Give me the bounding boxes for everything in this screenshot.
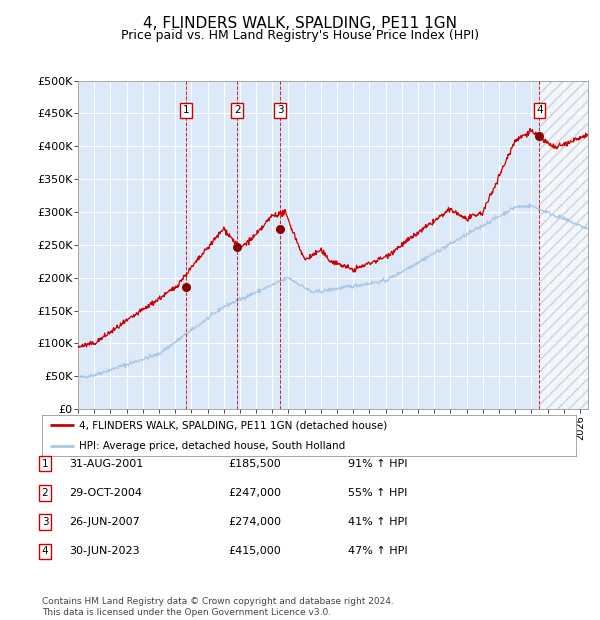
Text: 26-JUN-2007: 26-JUN-2007 xyxy=(69,517,140,527)
Text: £247,000: £247,000 xyxy=(228,488,281,498)
Text: 4: 4 xyxy=(41,546,49,556)
Text: 30-JUN-2023: 30-JUN-2023 xyxy=(69,546,140,556)
Text: 91% ↑ HPI: 91% ↑ HPI xyxy=(348,459,407,469)
Text: 3: 3 xyxy=(41,517,49,527)
Text: 29-OCT-2004: 29-OCT-2004 xyxy=(69,488,142,498)
Text: £185,500: £185,500 xyxy=(228,459,281,469)
Text: 2: 2 xyxy=(234,105,241,115)
Text: Price paid vs. HM Land Registry's House Price Index (HPI): Price paid vs. HM Land Registry's House … xyxy=(121,29,479,42)
Text: 4: 4 xyxy=(536,105,543,115)
Text: HPI: Average price, detached house, South Holland: HPI: Average price, detached house, Sout… xyxy=(79,441,346,451)
Text: 3: 3 xyxy=(277,105,284,115)
Text: 4, FLINDERS WALK, SPALDING, PE11 1GN: 4, FLINDERS WALK, SPALDING, PE11 1GN xyxy=(143,16,457,30)
Text: 41% ↑ HPI: 41% ↑ HPI xyxy=(348,517,407,527)
Text: 1: 1 xyxy=(41,459,49,469)
Text: 55% ↑ HPI: 55% ↑ HPI xyxy=(348,488,407,498)
Text: £274,000: £274,000 xyxy=(228,517,281,527)
Text: 1: 1 xyxy=(182,105,190,115)
Text: 4, FLINDERS WALK, SPALDING, PE11 1GN (detached house): 4, FLINDERS WALK, SPALDING, PE11 1GN (de… xyxy=(79,420,388,430)
Text: 31-AUG-2001: 31-AUG-2001 xyxy=(69,459,143,469)
Text: 2: 2 xyxy=(41,488,49,498)
Text: Contains HM Land Registry data © Crown copyright and database right 2024.
This d: Contains HM Land Registry data © Crown c… xyxy=(42,598,394,617)
Text: £415,000: £415,000 xyxy=(228,546,281,556)
Text: 47% ↑ HPI: 47% ↑ HPI xyxy=(348,546,407,556)
